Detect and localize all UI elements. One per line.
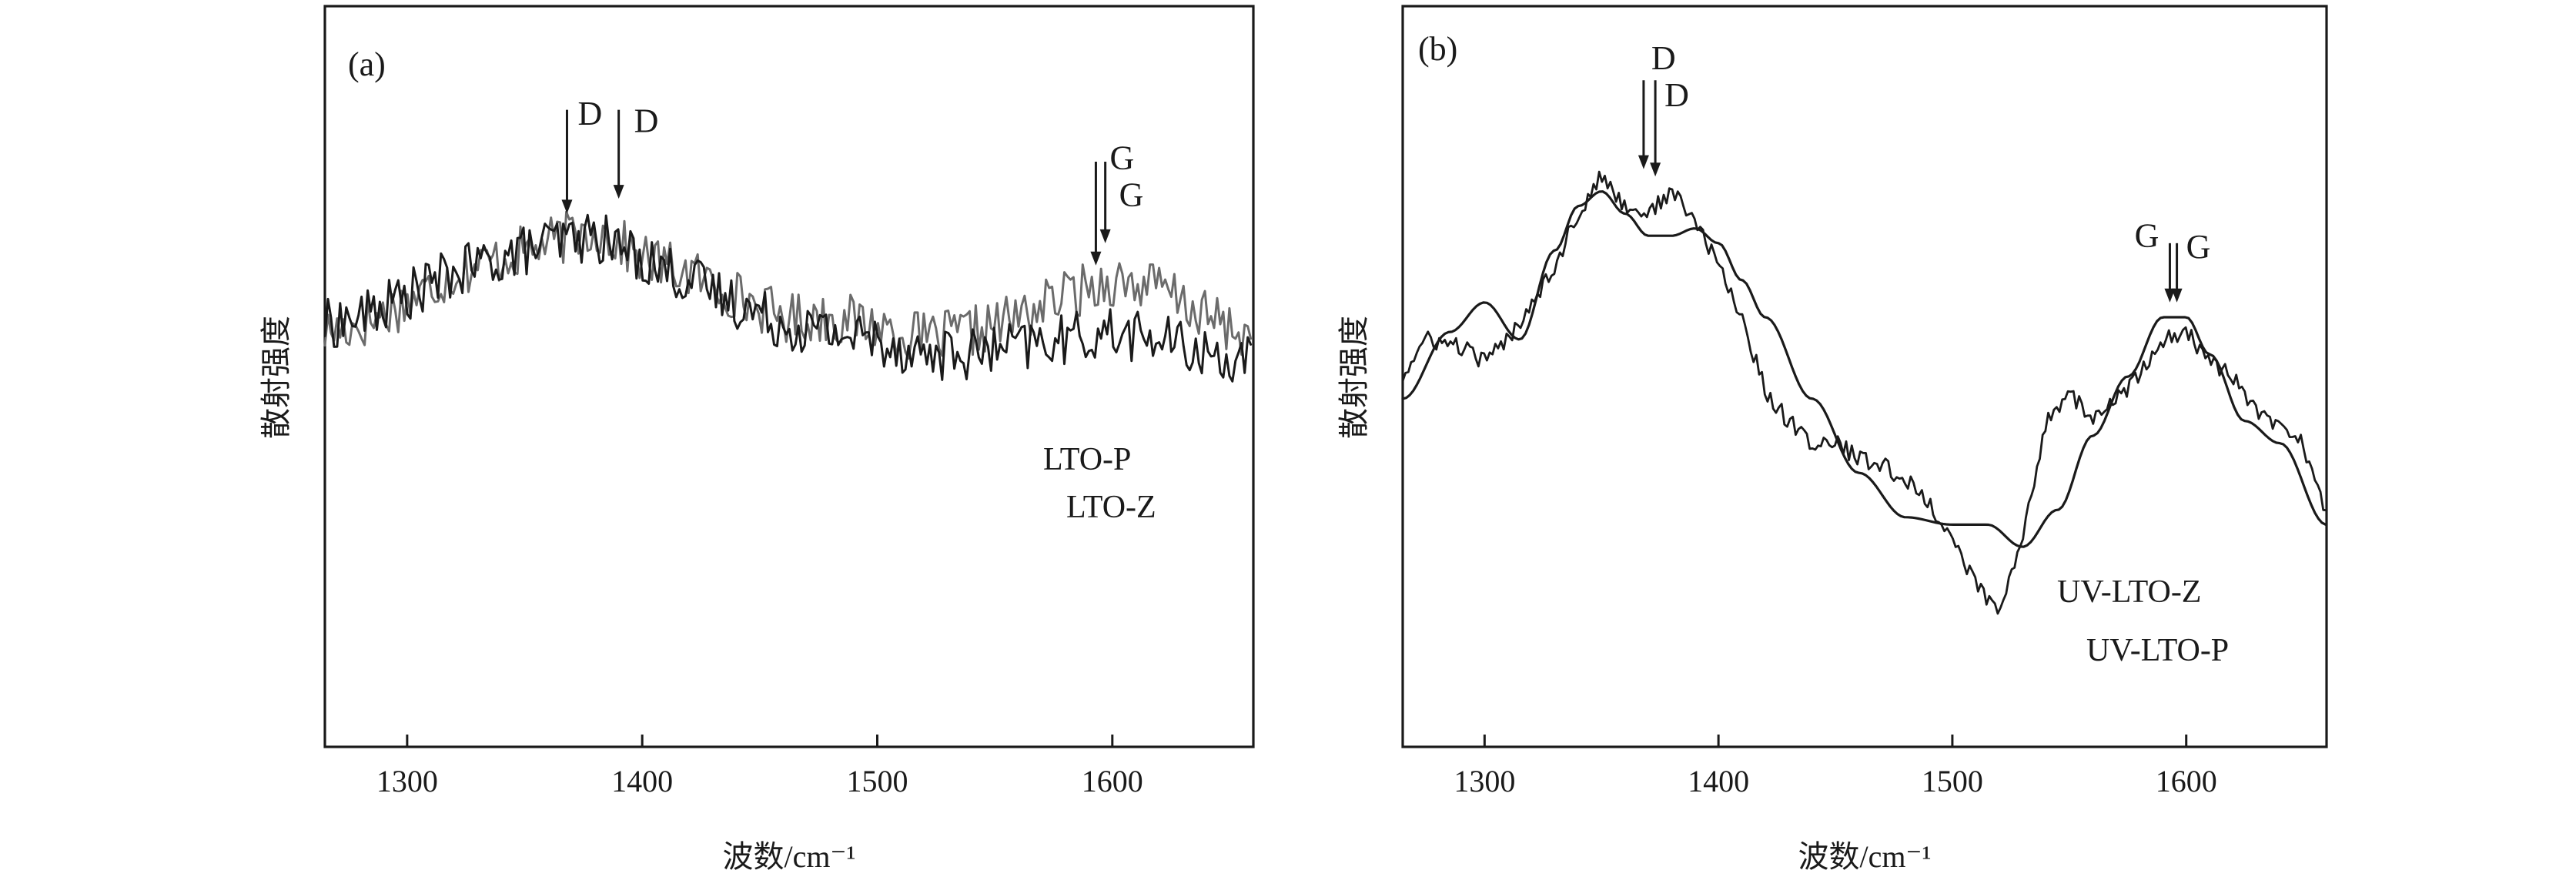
panel-a-peak-label-3: G — [1119, 176, 1144, 214]
panel-b-peak-label-1: D — [1664, 76, 1689, 114]
panel-b-series-uv-lto-z — [1401, 170, 2327, 615]
panel-b-legend-uv-lto-z: UV-LTO-Z — [2057, 574, 2201, 610]
panel-a-tick-label-1400: 1400 — [611, 764, 673, 798]
panel-b-tick-label-1500: 1500 — [1922, 764, 1983, 798]
panel-b-tick-label-1600: 1600 — [2156, 764, 2217, 798]
panel-b-arrowhead-0 — [1638, 155, 1649, 169]
panel-a-series-lto-z — [323, 213, 1253, 383]
panel-b-tick-label-1400: 1400 — [1688, 764, 1749, 798]
panel-a: (a) 波数/cm⁻¹ 散射强度 1300 1400 1500 1600 D D GG L… — [259, 5, 1255, 874]
panel-b-annotations: DD G G — [1638, 39, 2210, 303]
panel-a-arrowhead-1 — [613, 185, 624, 199]
panel-a-tick-label-1600: 1600 — [1082, 764, 1143, 798]
panel-b-arrowhead-1 — [1650, 162, 1661, 177]
panel-a-legend-lto-z: LTO-Z — [1066, 490, 1156, 525]
panel-a-x-axis-title: 波数/cm⁻¹ — [722, 839, 855, 874]
panel-a-label: (a) — [348, 45, 386, 83]
panel-b-arrowhead-3 — [2171, 288, 2183, 303]
panel-a-arrowhead-2 — [1090, 251, 1102, 266]
panel-b-peak-label-2: G — [2135, 217, 2159, 255]
panel-b: (b) 波数/cm⁻¹ 散射强度 1300 1400 1500 1600 DD G G U… — [1337, 5, 2328, 874]
panel-a-series — [323, 210, 1253, 383]
panel-a-legend-lto-p: LTO-P — [1043, 442, 1131, 477]
panel-b-plot-frame — [1401, 5, 2328, 748]
panel-b-series-uv-lto-p — [1401, 190, 2327, 548]
panel-a-peak-label-2: G — [1109, 139, 1134, 177]
panel-a-peak-label-1: D — [634, 102, 659, 140]
panel-b-label: (b) — [1418, 30, 1457, 68]
panel-b-peak-label-0: D — [1651, 39, 1676, 77]
panel-a-y-axis-title: 散射强度 — [259, 316, 293, 439]
panel-a-peak-label-0: D — [577, 95, 602, 132]
panel-a-tick-label-1500: 1500 — [846, 764, 908, 798]
panel-a-plot-frame — [323, 5, 1255, 748]
panel-a-annotations: D D GG — [561, 95, 1143, 266]
panel-a-arrowhead-0 — [561, 199, 573, 214]
panel-b-arrowhead-2 — [2164, 288, 2176, 303]
panel-a-arrowhead-3 — [1099, 229, 1111, 243]
panel-b-peak-label-3: G — [2186, 228, 2211, 266]
panel-b-x-axis: 1300 1400 1500 1600 — [1454, 735, 2217, 798]
panel-a-tick-label-1300: 1300 — [376, 764, 438, 798]
panel-b-x-axis-title: 波数/cm⁻¹ — [1798, 839, 1931, 874]
panel-a-x-axis: 1300 1400 1500 1600 — [376, 735, 1143, 798]
panel-b-legend-uv-lto-p: UV-LTO-P — [2086, 633, 2229, 668]
panel-b-y-axis-title: 散射强度 — [1337, 316, 1371, 439]
panel-b-tick-label-1300: 1300 — [1454, 764, 1515, 798]
panel-b-series — [1401, 170, 2327, 615]
